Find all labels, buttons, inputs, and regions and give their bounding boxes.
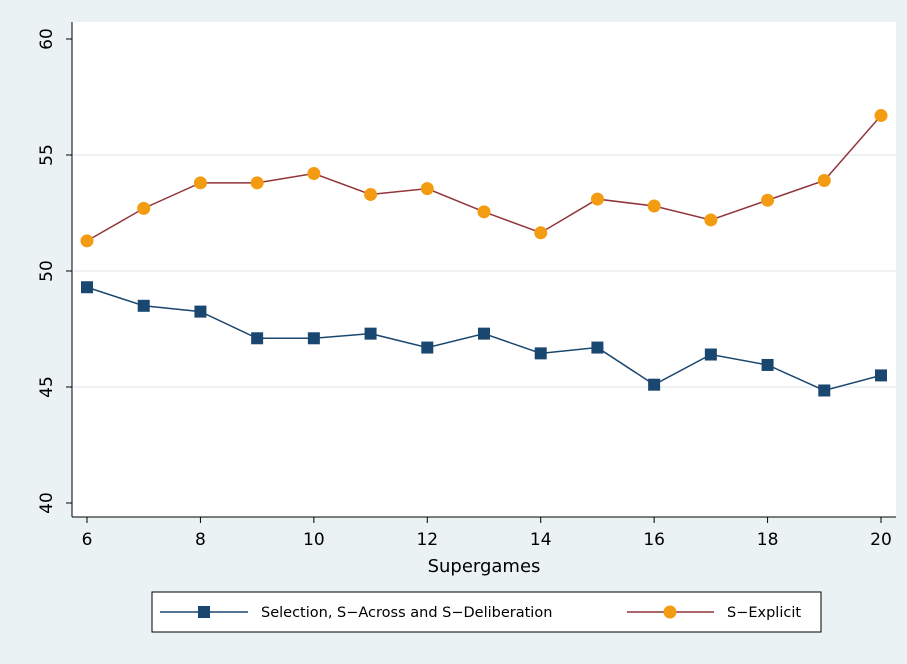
data-point [137,299,150,312]
data-point [818,384,831,397]
data-point [874,109,888,123]
data-point [648,378,661,391]
data-point [478,327,490,340]
y-tick-label: 45 [37,376,57,398]
x-tick-label: 16 [643,530,665,550]
data-point [307,332,320,345]
data-point [534,347,547,360]
x-axis-ticks: 6 8 10 12 14 16 18 20 [82,517,892,550]
x-tick-label: 8 [195,530,206,550]
y-tick-label: 50 [37,260,57,282]
data-point [761,193,775,207]
data-point [704,348,717,361]
x-tick-label: 18 [757,530,779,550]
data-point [194,305,207,318]
y-tick-label: 55 [37,144,57,166]
series-1 [80,109,888,248]
series-0 [81,281,887,397]
x-tick-label: 10 [303,530,325,550]
data-point [647,199,661,213]
data-point [250,176,264,190]
y-tick-label: 60 [37,28,57,50]
data-point [364,187,378,201]
legend-label-explicit: S−Explicit [727,605,801,621]
y-tick-label: 40 [37,492,57,514]
x-tick-label: 20 [870,530,892,550]
data-point [193,176,207,190]
data-point [534,226,548,240]
data-point [420,182,434,196]
x-tick-label: 12 [416,530,438,550]
x-tick-label: 6 [82,530,93,550]
x-tick-label: 14 [530,530,552,550]
data-point [364,327,377,340]
legend: Selection, S−Across and S−Deliberation S… [151,591,822,633]
data-point [81,281,93,294]
data-point [591,341,604,354]
data-point [251,332,264,345]
data-point [80,234,94,248]
series-layer [80,109,888,397]
x-axis-title: Supergames [428,556,541,577]
legend-label-selection: Selection, S−Across and S−Deliberation [261,605,552,621]
data-point [590,192,604,206]
plot-region [72,22,896,517]
data-point [307,167,321,181]
y-axis-ticks: 40 45 50 55 60 [37,28,72,514]
data-point [137,201,151,215]
data-point [477,205,491,219]
data-point [704,213,718,227]
legend-marker-explicit [663,605,677,619]
data-point [421,341,434,354]
data-point [817,174,831,188]
data-point [761,358,774,371]
data-point [875,369,887,382]
gridlines [73,154,896,388]
legend-marker-selection [198,606,210,618]
